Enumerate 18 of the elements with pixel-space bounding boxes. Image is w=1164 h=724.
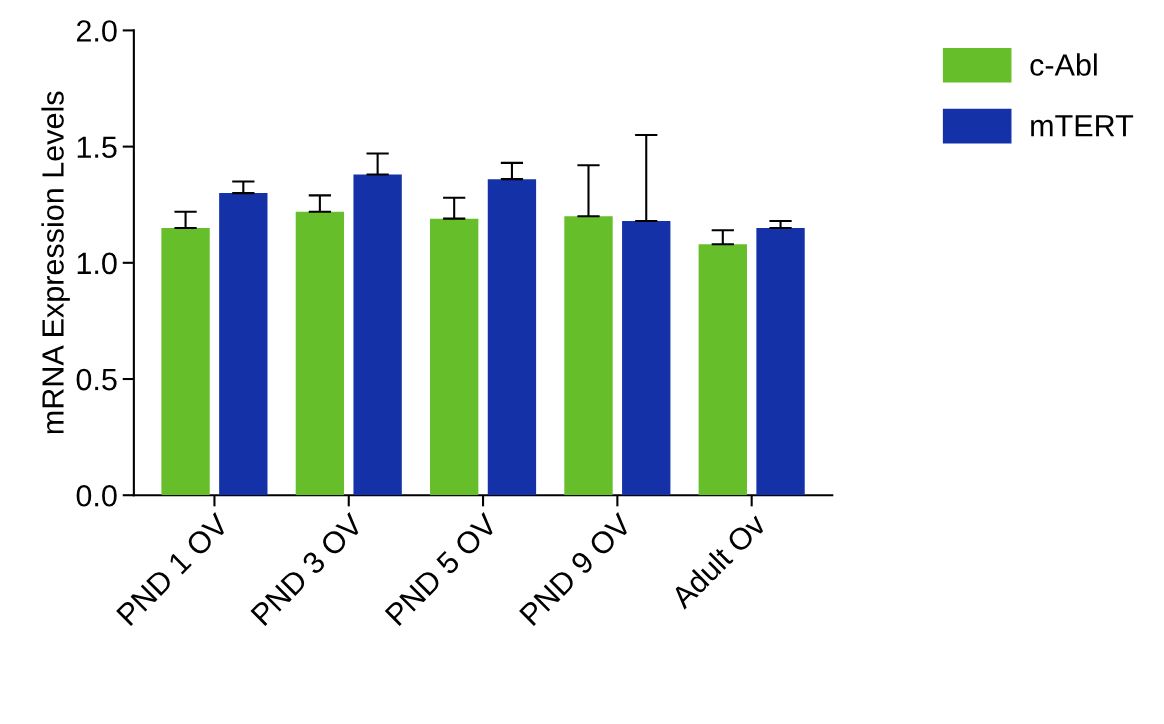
bar (622, 220, 671, 496)
bar (430, 218, 479, 496)
bar (564, 216, 613, 496)
y-axis-title: mRNA Expression Levels (41, 91, 70, 434)
y-tick-label: 1.5 (77, 136, 117, 158)
bar (487, 179, 537, 496)
y-tick-label: 0.0 (76, 484, 117, 507)
legend-label: c-Abl (1030, 53, 1097, 76)
bar (219, 193, 268, 496)
bar (756, 227, 805, 496)
bar (353, 174, 402, 496)
legend-label: mTERT (1031, 115, 1134, 137)
bar (161, 227, 210, 496)
bar (295, 211, 345, 496)
y-tick-label: 2.0 (76, 20, 117, 42)
bar (698, 244, 747, 496)
y-tick-label: 0.5 (76, 368, 117, 391)
y-tick-label: 1.0 (77, 252, 117, 275)
